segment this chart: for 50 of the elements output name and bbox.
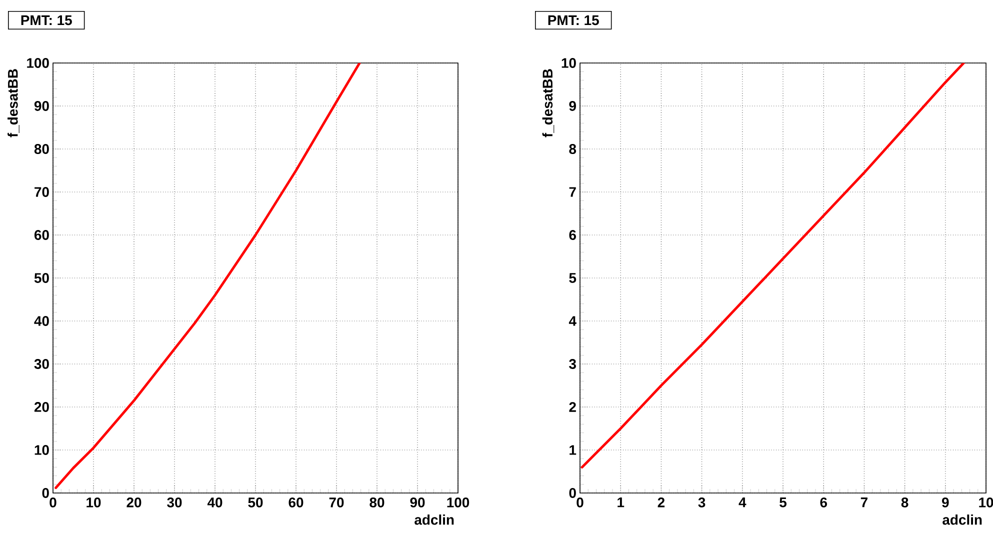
y-tick-label: 4	[568, 316, 576, 326]
y-tick-label: 10	[562, 58, 576, 68]
x-tick-label: 3	[698, 498, 706, 508]
x-tick-label: 80	[370, 498, 384, 508]
y-tick-label: 50	[34, 273, 49, 283]
y-tick-label: 9	[569, 101, 576, 111]
x-tick-label: 10	[979, 498, 993, 508]
y-tick-label: 90	[34, 101, 49, 111]
y-tick-label: 30	[34, 359, 49, 369]
y-axis-title: f_desatBB	[542, 69, 554, 138]
x-tick-label: 50	[248, 498, 263, 508]
x-axis-title: adclin	[942, 514, 982, 525]
x-tick-label: 60	[288, 498, 304, 508]
y-axis-title: f_desatBB	[8, 69, 20, 138]
x-tick-label: 90	[410, 498, 425, 508]
y-tick-label: 5	[569, 273, 576, 283]
x-tick-label: 6	[820, 498, 827, 508]
y-tick-label: 3	[569, 359, 576, 369]
x-tick-label: 4	[738, 498, 746, 508]
x-tick-label: 0	[50, 498, 56, 508]
x-tick-label: 8	[901, 498, 908, 508]
x-tick-label: 40	[207, 498, 222, 508]
x-tick-label: 5	[780, 498, 787, 508]
x-tick-label: 30	[167, 498, 182, 508]
x-tick-label: 7	[860, 498, 868, 508]
y-tick-label: 7	[569, 187, 576, 197]
y-tick-label: 2	[569, 402, 576, 412]
y-tick-label: 80	[34, 144, 49, 154]
x-tick-label: 1	[618, 498, 624, 508]
x-tick-label: 70	[329, 498, 344, 508]
x-tick-label: 9	[942, 498, 949, 508]
y-tick-label: 60	[34, 230, 49, 240]
y-tick-label: 6	[569, 230, 576, 240]
x-axis-title: adclin	[414, 514, 454, 525]
x-tick-label: 10	[86, 498, 101, 508]
y-tick-label: 20	[34, 402, 49, 412]
x-tick-label: 0	[576, 498, 584, 508]
chart-title: PMT: 15	[548, 15, 599, 26]
y-tick-label: 0	[42, 488, 49, 498]
x-tick-label: 2	[658, 498, 665, 508]
y-tick-label: 100	[27, 58, 49, 68]
chart-title: PMT: 15	[21, 15, 72, 26]
x-tick-label: 20	[126, 498, 142, 508]
y-tick-label: 0	[569, 488, 576, 498]
x-tick-label: 100	[447, 498, 470, 508]
y-tick-label: 10	[34, 445, 49, 455]
y-tick-label: 8	[569, 144, 576, 154]
y-tick-label: 1	[570, 445, 576, 455]
y-tick-label: 70	[34, 187, 49, 197]
y-tick-label: 40	[34, 316, 49, 326]
